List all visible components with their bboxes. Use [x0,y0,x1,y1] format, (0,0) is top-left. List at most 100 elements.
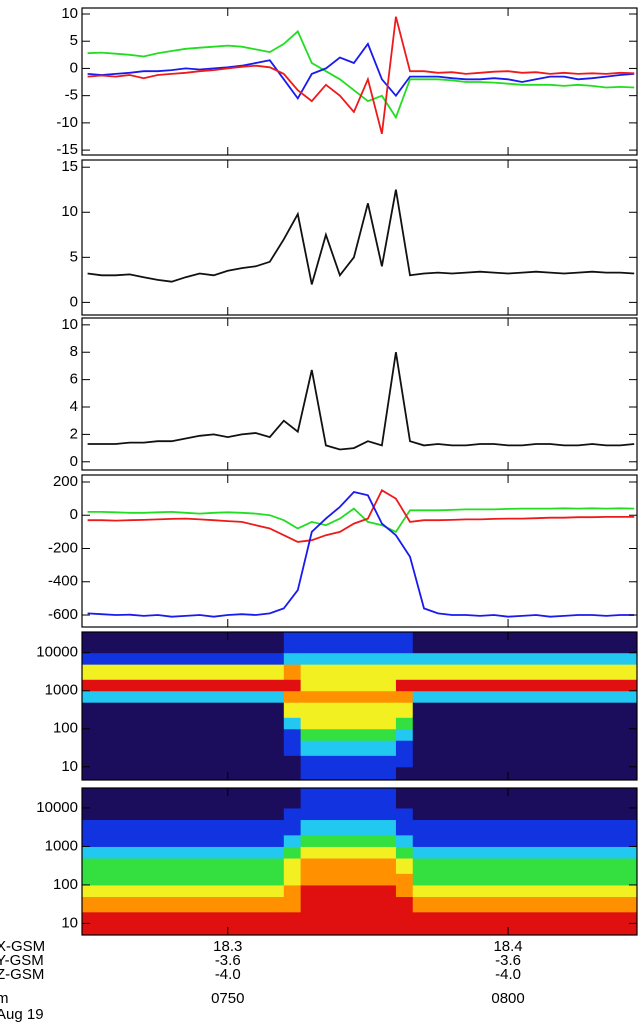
heat-cell [82,788,285,809]
y-tick-label: -600 [48,606,78,623]
heat-cell [283,679,302,692]
heat-cell [395,728,414,741]
heat-cell [300,846,397,859]
series-line [87,491,635,618]
heat-cell [82,858,285,874]
y-tick-label: 10 [61,316,78,333]
heat-cell [82,911,285,924]
heat-cell [283,632,302,654]
heat-cell [412,896,637,913]
heat-cell [82,819,285,836]
y-tick-label: 0 [70,293,78,310]
heat-cell [82,717,285,730]
heat-cell [395,717,414,730]
heat-cell [300,690,397,703]
heat-cell [82,873,285,886]
heat-cell [412,652,637,665]
heat-cell [283,740,302,756]
heat-cell [283,873,302,886]
heat-cell [412,632,637,654]
heat-cell [300,911,397,924]
x-tick-label: 0800 [491,990,524,1007]
heat-cell [412,858,637,874]
heat-cell [300,896,397,913]
heat-cell [82,923,285,935]
heat-cell [395,632,414,654]
date-label: Aug 19 [0,1006,44,1023]
heat-cell [283,728,302,741]
heat-cell [395,652,414,665]
heat-cell [300,652,397,665]
y-tick-label: 4 [70,398,78,415]
heat-cell [395,807,414,821]
heat-cell [395,896,414,913]
y-tick-label: 1000 [45,682,78,699]
heat-cell [300,664,397,680]
y-tick-label: -15 [56,141,78,158]
y-tick-label: 10 [61,5,78,22]
panel-frame [81,631,638,781]
heat-cell [395,755,414,768]
y-tick-label: 10 [61,914,78,931]
heat-cell [82,884,285,898]
heat-cell [395,766,414,780]
heat-cell [82,755,285,768]
heat-cell [395,846,414,859]
ephemeris-value: -3.6 [215,952,241,969]
heat-cell [82,632,285,654]
heat-cell [395,702,414,718]
y-tick-label: 5 [70,32,78,49]
y-tick-label: 15 [61,158,78,175]
heat-cell [283,911,302,924]
y-tick-label: 100 [53,876,78,893]
heat-cell [283,690,302,703]
heat-cell [395,873,414,886]
y-tick-label: 5 [70,248,78,265]
heat-cell [395,740,414,756]
panel [82,632,637,780]
heat-cell [283,834,302,847]
heat-cell [395,834,414,847]
y-tick-label: 200 [53,473,78,490]
panel [87,489,635,618]
x-tick-label: 0750 [211,990,244,1007]
heat-cell [300,717,397,730]
heat-cell [300,873,397,886]
series-line [87,507,635,534]
ephemeris-value: 18.3 [213,938,242,955]
y-tick-label: 0 [70,59,78,76]
panel-frame [81,787,638,936]
heat-cell [395,923,414,935]
ephemeris-label: Y-GSM [0,952,44,969]
heat-cell [395,788,414,809]
heat-cell [283,819,302,836]
heat-cell [82,896,285,913]
heat-cell [82,834,285,847]
heat-cell [300,807,397,821]
ephemeris-value: 18.4 [493,938,522,955]
heat-cell [412,755,637,768]
heat-cell [283,717,302,730]
heat-cell [283,702,302,718]
heat-cell [412,728,637,741]
panel-frame [81,7,638,156]
heat-cell [82,679,285,692]
y-tick-label: -5 [65,87,78,104]
y-tick-label: 10 [61,203,78,220]
y-tick-label: 2 [70,425,78,442]
series-line [87,42,635,101]
panel-frame [81,159,638,316]
heat-cell [300,788,397,809]
ephemeris-value: -3.6 [495,952,521,969]
heat-cell [412,834,637,847]
heat-cell [283,846,302,859]
panel-frame [81,474,638,628]
heat-cell [283,807,302,821]
series-line [87,489,635,543]
heat-cell [395,690,414,703]
heat-cell [82,846,285,859]
heat-cell [82,740,285,756]
ephemeris-label: Z-GSM [0,966,44,983]
heat-cell [412,819,637,836]
